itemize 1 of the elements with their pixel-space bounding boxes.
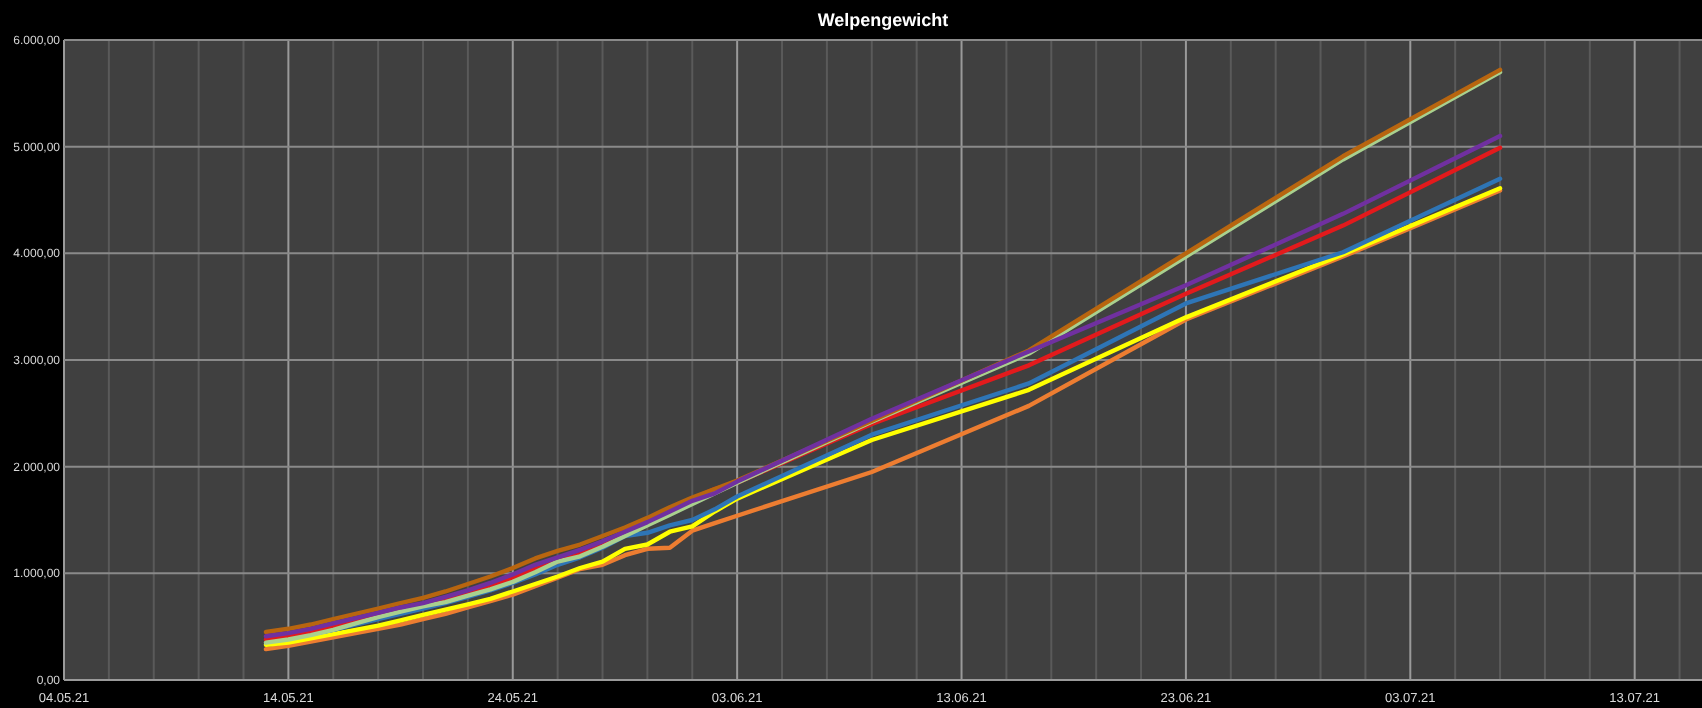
chart-title: Welpengewicht (817, 10, 949, 30)
